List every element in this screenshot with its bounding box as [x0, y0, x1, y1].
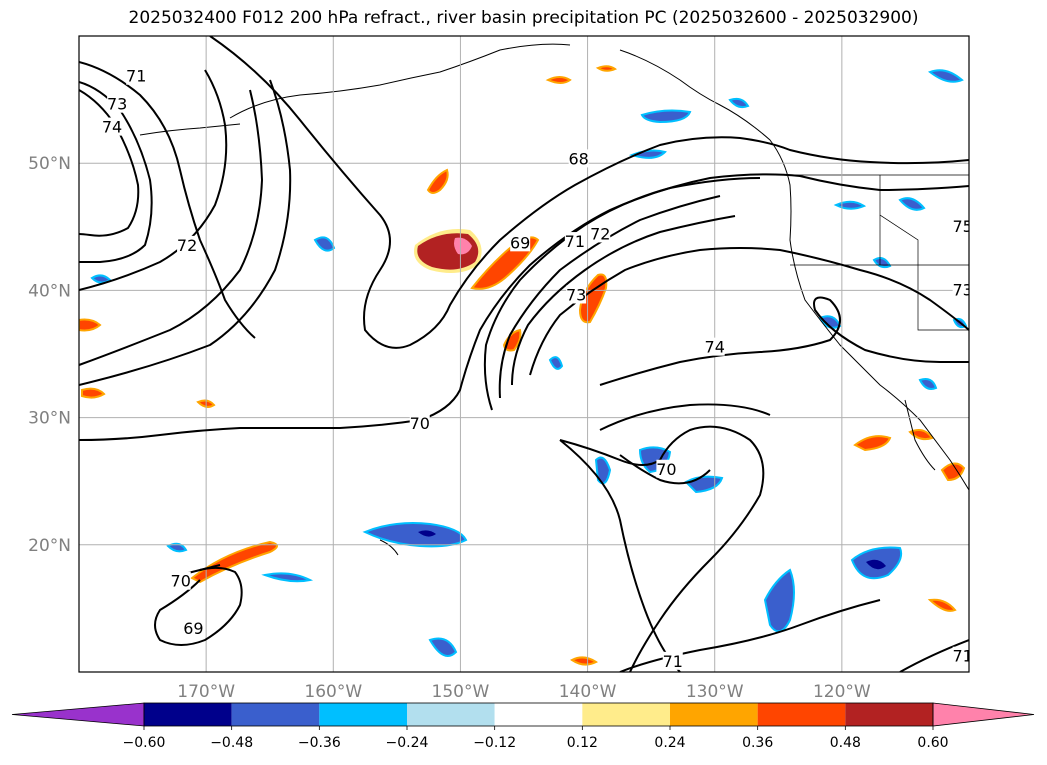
- contour-label: 74: [705, 338, 725, 357]
- colorbar-tick-label: 0.36: [742, 735, 773, 751]
- precip-patches: [79, 65, 968, 666]
- colorbar-bin: [670, 703, 758, 726]
- colorbar-tick-label: −0.36: [298, 735, 341, 751]
- colorbar-bin: [582, 703, 670, 726]
- contour-label: 74: [102, 118, 122, 137]
- colorbar-extend-low: [11, 702, 145, 727]
- contour-label: 73: [107, 95, 127, 114]
- colorbar-bin: [494, 703, 583, 726]
- lon-tick-label: 150°W: [432, 682, 490, 702]
- lon-tick-label: 170°W: [177, 682, 235, 702]
- state-borders: [788, 174, 969, 331]
- contour-label: 69: [183, 619, 203, 638]
- contour-label-bg: [102, 117, 123, 136]
- colorbar-bin: [845, 703, 933, 726]
- contour-label-bg: [704, 337, 725, 356]
- contour-label: 71: [952, 647, 972, 666]
- map-plot-area: 71 73 74 72 68 69 71 72 73 74 70 70 70 69 71 71 75 73: [79, 36, 972, 672]
- lon-tick-label: 140°W: [559, 682, 617, 702]
- colorbar-tick-label: −0.24: [386, 735, 429, 751]
- lon-tick-label: 130°W: [686, 682, 744, 702]
- contour-label: 73: [566, 285, 586, 304]
- latitude-tick-labels: 20°N 30°N 40°N 50°N: [28, 154, 71, 556]
- contour-label-bg: [183, 618, 204, 637]
- contour-label: 75: [952, 217, 972, 236]
- contour-label: 70: [171, 572, 191, 591]
- lat-tick-label: 20°N: [28, 536, 71, 556]
- colorbar-bin: [407, 703, 495, 726]
- colorbar-tick-label: −0.60: [123, 735, 166, 751]
- lat-tick-label: 50°N: [28, 154, 71, 174]
- contour-label-bg: [590, 224, 611, 243]
- contour-label-bg: [170, 571, 191, 590]
- contour-label-bg: [177, 235, 198, 254]
- negative-anomaly-patches: [90, 69, 968, 657]
- colorbar-frame: [143, 702, 934, 727]
- colorbar-tick-label: −0.48: [210, 735, 253, 751]
- contour-label-bg: [952, 280, 969, 299]
- colorbar-tick-label: 0.24: [654, 735, 685, 751]
- contour-label-bg: [126, 66, 147, 85]
- lon-tick-label: 120°W: [813, 682, 871, 702]
- colorbar-tick-label: −0.12: [473, 735, 516, 751]
- contour-label-bg: [952, 216, 969, 235]
- colorbar-bin: [757, 703, 846, 726]
- contour-label: 73: [952, 280, 972, 299]
- contour-label-bg: [568, 149, 589, 168]
- lon-tick-label: 160°W: [304, 682, 362, 702]
- contour-label-bg: [564, 232, 585, 251]
- contour-label-bg: [662, 651, 683, 670]
- contour-label-bg: [409, 413, 430, 432]
- colorbar-bin: [231, 703, 320, 726]
- chart-title: 2025032400 F012 200 hPa refract., river …: [128, 8, 919, 28]
- colorbar-tick-label: 0.60: [917, 735, 948, 751]
- contour-label: 71: [663, 652, 683, 671]
- contour-label: 72: [177, 236, 197, 255]
- contour-label: 69: [510, 233, 530, 252]
- gridlines: [79, 36, 969, 672]
- positive-anomaly-patches: [79, 65, 966, 666]
- refractivity-contours: [79, 36, 969, 672]
- contour-label: 72: [590, 224, 610, 243]
- colorbar-extend-high: [932, 702, 1035, 727]
- map-frame: [78, 35, 970, 673]
- colorbar-tick-label: 0.48: [830, 735, 861, 751]
- colorbar-bin: [319, 703, 407, 726]
- contour-label-bg: [566, 285, 587, 304]
- contour-label: 70: [656, 460, 676, 479]
- contour-label-bg: [107, 94, 128, 113]
- colorbar-tick-label: 0.12: [567, 735, 598, 751]
- colorbar: −0.60 −0.48 −0.36 −0.24 −0.12 0.12 0.24 0.36 0.4…: [11, 702, 1035, 751]
- colorbar-bin: [144, 703, 232, 726]
- longitude-tick-labels: 170°W 160°W 150°W 140°W 130°W 120°W: [177, 682, 871, 702]
- contour-labels: 71 73 74 72 68 69 71 72 73 74 70 70 70 69 71 71 75 73: [102, 66, 972, 671]
- contour-label: 71: [565, 232, 585, 251]
- lat-tick-label: 40°N: [28, 281, 71, 301]
- lat-tick-label: 30°N: [28, 409, 71, 429]
- contour-label-bg: [510, 233, 531, 252]
- contour-label: 68: [568, 149, 588, 168]
- coastlines: [139, 43, 969, 556]
- contour-label: 70: [410, 414, 430, 433]
- contour-label-bg: [952, 646, 969, 665]
- contour-label: 71: [126, 67, 146, 86]
- contour-label-bg: [656, 459, 677, 478]
